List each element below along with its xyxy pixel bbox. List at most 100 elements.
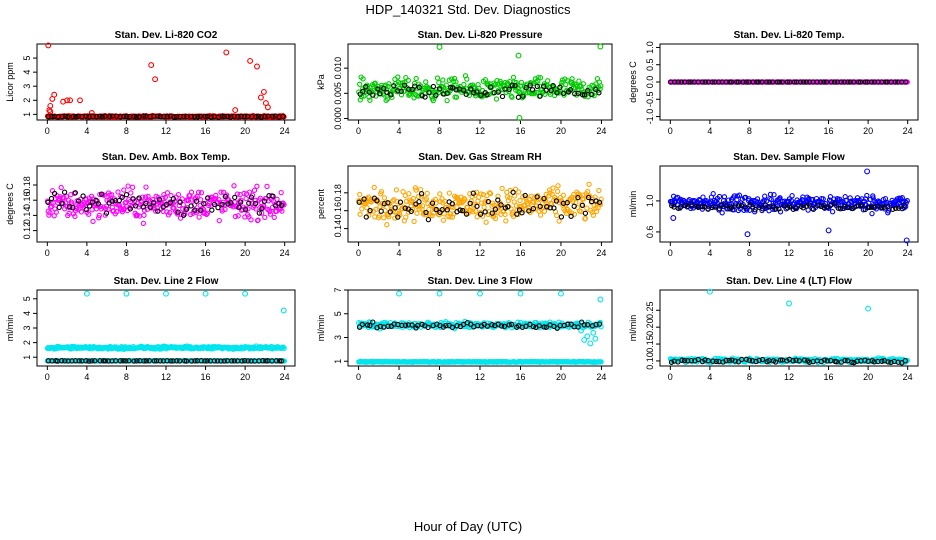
data-point (847, 79, 853, 85)
data-point (125, 183, 131, 189)
data-point (167, 210, 173, 216)
data-point (412, 185, 419, 191)
data-point (202, 113, 208, 120)
data-point (485, 198, 492, 205)
x-tick-label: 4 (397, 248, 402, 258)
data-point (444, 90, 450, 96)
data-point (218, 358, 224, 364)
data-point (45, 358, 52, 364)
data-point (143, 358, 149, 364)
data-point (823, 79, 830, 85)
data-point (357, 91, 363, 97)
data-point (505, 198, 511, 204)
data-point (821, 204, 827, 210)
data-point (554, 212, 560, 219)
data-point (467, 200, 473, 206)
y-tick-label: 1 (22, 355, 32, 360)
y-tick-label: 2 (22, 340, 32, 345)
data-point (89, 358, 95, 364)
data-point (760, 206, 766, 212)
data-point (596, 321, 603, 327)
data-point (849, 359, 855, 365)
data-point (214, 358, 221, 364)
data-point (156, 196, 163, 203)
x-tick-label: 8 (124, 126, 129, 136)
series-2 (356, 358, 604, 366)
y-tick-label: 0.6 (645, 226, 655, 239)
data-point (818, 203, 825, 209)
data-point (436, 79, 442, 86)
data-point (102, 358, 108, 364)
data-point (576, 78, 582, 84)
data-point (498, 323, 505, 329)
x-tick-label: 12 (475, 248, 485, 258)
data-point (507, 195, 513, 201)
data-point (267, 211, 274, 217)
data-point (519, 210, 525, 216)
data-point (75, 198, 82, 204)
data-point (131, 358, 137, 364)
data-point (219, 113, 225, 119)
data-point (777, 195, 783, 201)
data-point (593, 205, 599, 211)
data-point (216, 114, 222, 120)
series-1 (667, 288, 910, 366)
data-point (800, 194, 806, 200)
y-tick-label: 2 (22, 98, 32, 103)
data-point (796, 358, 802, 364)
data-point (423, 79, 429, 85)
data-point (791, 79, 798, 85)
data-point (195, 189, 202, 195)
data-point (536, 323, 542, 329)
data-point (73, 114, 79, 120)
data-point (476, 194, 482, 200)
data-point (83, 206, 89, 213)
y-axis-label: degrees C (628, 61, 638, 103)
data-point (558, 214, 565, 220)
data-point (892, 79, 898, 85)
data-point (197, 113, 203, 120)
data-point (230, 204, 236, 210)
data-point (202, 358, 208, 364)
x-tick-label: 4 (84, 126, 89, 136)
data-point (487, 190, 494, 197)
data-point (188, 203, 194, 209)
data-point (375, 86, 381, 92)
data-point-outlier (597, 296, 604, 303)
data-point (248, 194, 255, 200)
data-point (116, 197, 122, 204)
data-point (211, 358, 218, 364)
data-point-outlier (587, 340, 594, 347)
data-point-outlier (247, 57, 254, 64)
data-point (188, 189, 195, 195)
x-tick-label: 16 (515, 126, 525, 136)
data-point (193, 198, 200, 204)
data-point (902, 358, 908, 364)
data-point (895, 359, 901, 365)
x-tick-label: 24 (596, 372, 606, 382)
data-point-outlier (584, 333, 591, 340)
data-point (188, 113, 195, 120)
x-tick-label: 12 (475, 126, 485, 136)
data-point-outlier (223, 49, 230, 56)
data-point (225, 113, 231, 120)
data-point (492, 206, 499, 212)
data-point (373, 206, 379, 213)
y-tick-label: 0.005 (333, 82, 343, 105)
data-point (192, 358, 198, 364)
data-point (743, 356, 749, 362)
data-point (570, 198, 576, 205)
data-point (568, 210, 575, 216)
data-point (273, 358, 280, 364)
data-point (134, 358, 140, 364)
y-tick-label: 0.25 (645, 302, 655, 320)
data-point-outlier (744, 231, 751, 238)
data-point (537, 93, 543, 99)
data-point (584, 205, 590, 211)
data-point-outlier (88, 110, 95, 116)
panel-title: Stan. Dev. Line 3 Flow (428, 276, 533, 287)
data-point (509, 94, 515, 100)
panel-title: Stan. Dev. Amb. Box Temp. (102, 152, 230, 163)
data-point (416, 206, 422, 212)
series-3 (356, 319, 603, 331)
